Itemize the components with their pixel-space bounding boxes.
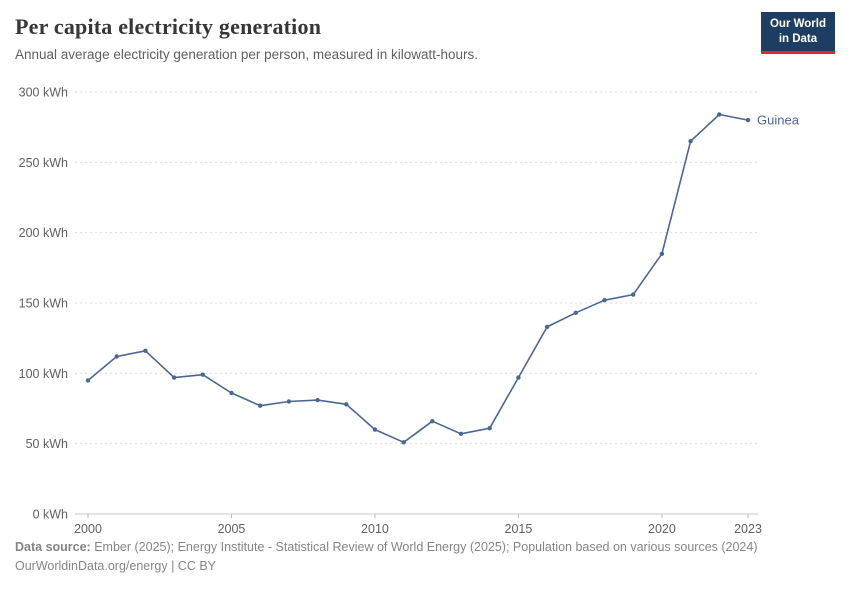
- y-tick-label: 150 kWh: [19, 297, 68, 311]
- data-point[interactable]: [516, 375, 521, 380]
- data-point[interactable]: [114, 354, 119, 359]
- footer: Data source: Ember (2025); Energy Instit…: [0, 534, 850, 577]
- data-point[interactable]: [229, 390, 234, 396]
- page-subtitle: Annual average electricity generation pe…: [15, 47, 479, 62]
- data-point[interactable]: [171, 375, 177, 380]
- series-label-guinea[interactable]: Guinea: [757, 113, 800, 128]
- data-point[interactable]: [258, 403, 263, 408]
- x-tick-label: 2005: [218, 522, 246, 534]
- x-tick-label: 2015: [505, 522, 533, 534]
- data-point[interactable]: [85, 378, 91, 383]
- data-point[interactable]: [401, 440, 406, 445]
- chart-header: Per capita electricity generation Annual…: [0, 0, 850, 76]
- data-point[interactable]: [458, 431, 464, 436]
- x-tick-label: 2020: [648, 522, 676, 534]
- series-line-guinea: [87, 113, 749, 444]
- data-point[interactable]: [688, 139, 693, 144]
- footer-license-link[interactable]: OurWorldinData.org/energy | CC BY: [15, 559, 217, 574]
- data-point[interactable]: [717, 112, 722, 117]
- data-point[interactable]: [286, 399, 292, 404]
- data-point[interactable]: [200, 372, 205, 377]
- y-tick-label: 100 kWh: [19, 367, 68, 381]
- line-chart: 0 kWh 50 kWh 100 kWh 150 kWh 200 kWh 250 kWh 3…: [19, 86, 800, 535]
- y-tick-label: 300 kWh: [19, 86, 68, 100]
- data-point[interactable]: [544, 324, 550, 330]
- x-tick-label: 2000: [74, 522, 102, 534]
- owid-logo-text-line1: Our World: [769, 18, 826, 30]
- data-point[interactable]: [631, 292, 636, 297]
- y-tick-label: 0 kWh: [33, 508, 68, 522]
- x-tick-label: 2010: [361, 522, 389, 534]
- data-source-line: Data source: Ember (2025); Energy Instit…: [15, 538, 835, 557]
- y-tick-label: 50 kWh: [26, 437, 68, 451]
- data-point[interactable]: [430, 419, 435, 424]
- data-point[interactable]: [573, 310, 578, 315]
- data-point[interactable]: [745, 117, 751, 123]
- x-tick-label: 2023: [734, 522, 762, 534]
- data-source-label: Data source:: [15, 540, 91, 554]
- page-title: Per capita electricity generation: [15, 14, 322, 39]
- data-source-text: Ember (2025); Energy Institute - Statist…: [90, 540, 758, 554]
- data-point[interactable]: [659, 251, 665, 256]
- data-point[interactable]: [344, 402, 349, 407]
- owid-logo-text-line2: in Data: [778, 32, 818, 45]
- data-point[interactable]: [487, 426, 492, 431]
- data-point[interactable]: [315, 397, 320, 403]
- data-point[interactable]: [143, 348, 148, 353]
- owid-logo[interactable]: Our World in Data: [760, 12, 835, 54]
- data-point[interactable]: [602, 298, 607, 303]
- y-tick-label: 200 kWh: [19, 226, 68, 240]
- data-point[interactable]: [372, 427, 378, 432]
- y-tick-label: 250 kWh: [19, 156, 68, 170]
